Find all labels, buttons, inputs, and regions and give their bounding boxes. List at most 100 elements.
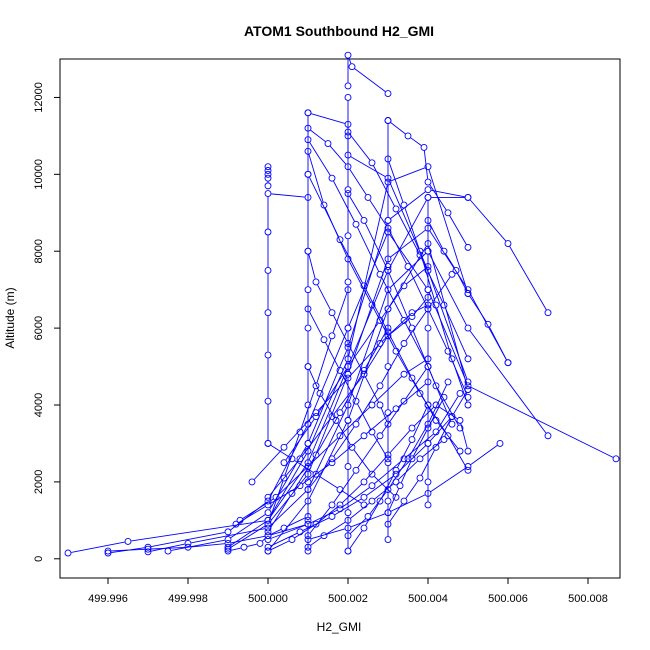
- data-point: [456, 424, 464, 432]
- y-tick-label: 0: [33, 556, 45, 562]
- data-point: [464, 463, 472, 470]
- series-segment: [286, 517, 306, 527]
- series-segment: [342, 487, 370, 508]
- x-tick-label: 499.998: [168, 593, 208, 605]
- data-point: [344, 509, 352, 517]
- data-point: [348, 63, 356, 71]
- series-40: [304, 247, 392, 428]
- series-segment: [348, 261, 388, 372]
- data-point: [264, 543, 272, 551]
- series-layer: [64, 51, 620, 557]
- data-point: [264, 516, 272, 524]
- series-segment: [365, 503, 379, 526]
- data-point: [336, 409, 344, 417]
- series-segment: [348, 58, 352, 64]
- data-point: [264, 167, 272, 174]
- data-point: [464, 378, 472, 386]
- data-point: [304, 486, 312, 494]
- data-point: [344, 278, 352, 286]
- data-point: [392, 493, 400, 501]
- series-segment: [388, 181, 428, 268]
- series-segment: [341, 373, 355, 399]
- series-segment: [413, 430, 427, 457]
- series-segment: [357, 438, 379, 468]
- data-point: [304, 286, 312, 294]
- y-tick-label: 12000: [33, 82, 45, 113]
- data-point: [344, 363, 352, 371]
- data-point: [464, 290, 472, 297]
- data-point: [184, 543, 192, 551]
- series-segment: [429, 253, 467, 326]
- series-segment: [366, 410, 394, 434]
- series-segment: [268, 481, 284, 522]
- data-point: [384, 117, 392, 124]
- data-point: [344, 186, 352, 194]
- data-point: [264, 163, 272, 171]
- series-segment: [348, 311, 388, 418]
- data-point: [344, 324, 352, 332]
- data-point: [408, 436, 416, 444]
- x-tick-label: 500.006: [488, 593, 528, 605]
- series-segment: [381, 473, 395, 499]
- data-point: [396, 482, 404, 490]
- data-point: [376, 401, 384, 409]
- data-point: [296, 528, 304, 536]
- series-segment: [429, 184, 447, 211]
- data-point: [444, 209, 452, 217]
- series-segment: [309, 177, 339, 237]
- series-segment: [317, 284, 331, 311]
- data-point: [384, 324, 392, 332]
- series-segment: [253, 449, 283, 480]
- data-point: [328, 501, 336, 509]
- series-13: [344, 51, 392, 98]
- series-segment: [231, 547, 241, 551]
- data-point: [312, 382, 320, 390]
- series-segment: [429, 400, 443, 426]
- series-segment: [325, 342, 339, 368]
- series-segment: [374, 376, 402, 404]
- data-point: [444, 347, 452, 355]
- data-point: [384, 451, 392, 459]
- series-segment: [397, 211, 419, 253]
- series-segment: [412, 407, 428, 437]
- data-point: [360, 478, 368, 486]
- series-segment: [334, 437, 362, 461]
- series-segment: [309, 507, 331, 534]
- series-segment: [389, 503, 403, 522]
- series-segment: [151, 546, 185, 550]
- data-point: [344, 516, 352, 524]
- data-point: [444, 378, 452, 386]
- series-9: [264, 163, 272, 190]
- data-point: [304, 247, 312, 255]
- series-segment: [429, 311, 447, 349]
- series-segment: [350, 518, 366, 534]
- data-point: [264, 439, 272, 447]
- data-point: [64, 549, 72, 557]
- x-tick-label: 499.996: [88, 593, 128, 605]
- data-point: [352, 220, 360, 228]
- data-point: [264, 547, 272, 555]
- data-point: [424, 363, 432, 371]
- series-segment: [405, 480, 419, 499]
- series-segment: [448, 354, 468, 395]
- series-segment: [337, 422, 351, 445]
- data-point: [316, 390, 324, 397]
- series-segment: [389, 246, 427, 307]
- data-point: [424, 420, 432, 428]
- series-43: [264, 439, 368, 509]
- data-point: [280, 474, 288, 482]
- data-point: [184, 539, 192, 547]
- data-point: [144, 543, 152, 551]
- data-point: [344, 93, 352, 101]
- series-segment: [428, 292, 468, 383]
- data-point: [264, 190, 272, 198]
- series-segment: [171, 539, 225, 551]
- data-point: [344, 232, 352, 240]
- data-point: [348, 443, 356, 451]
- series-segment: [405, 323, 427, 364]
- series-segment: [333, 315, 347, 341]
- series-37: [344, 378, 452, 540]
- series-segment: [357, 227, 379, 272]
- series-segment: [390, 253, 426, 288]
- series-segment: [285, 418, 315, 461]
